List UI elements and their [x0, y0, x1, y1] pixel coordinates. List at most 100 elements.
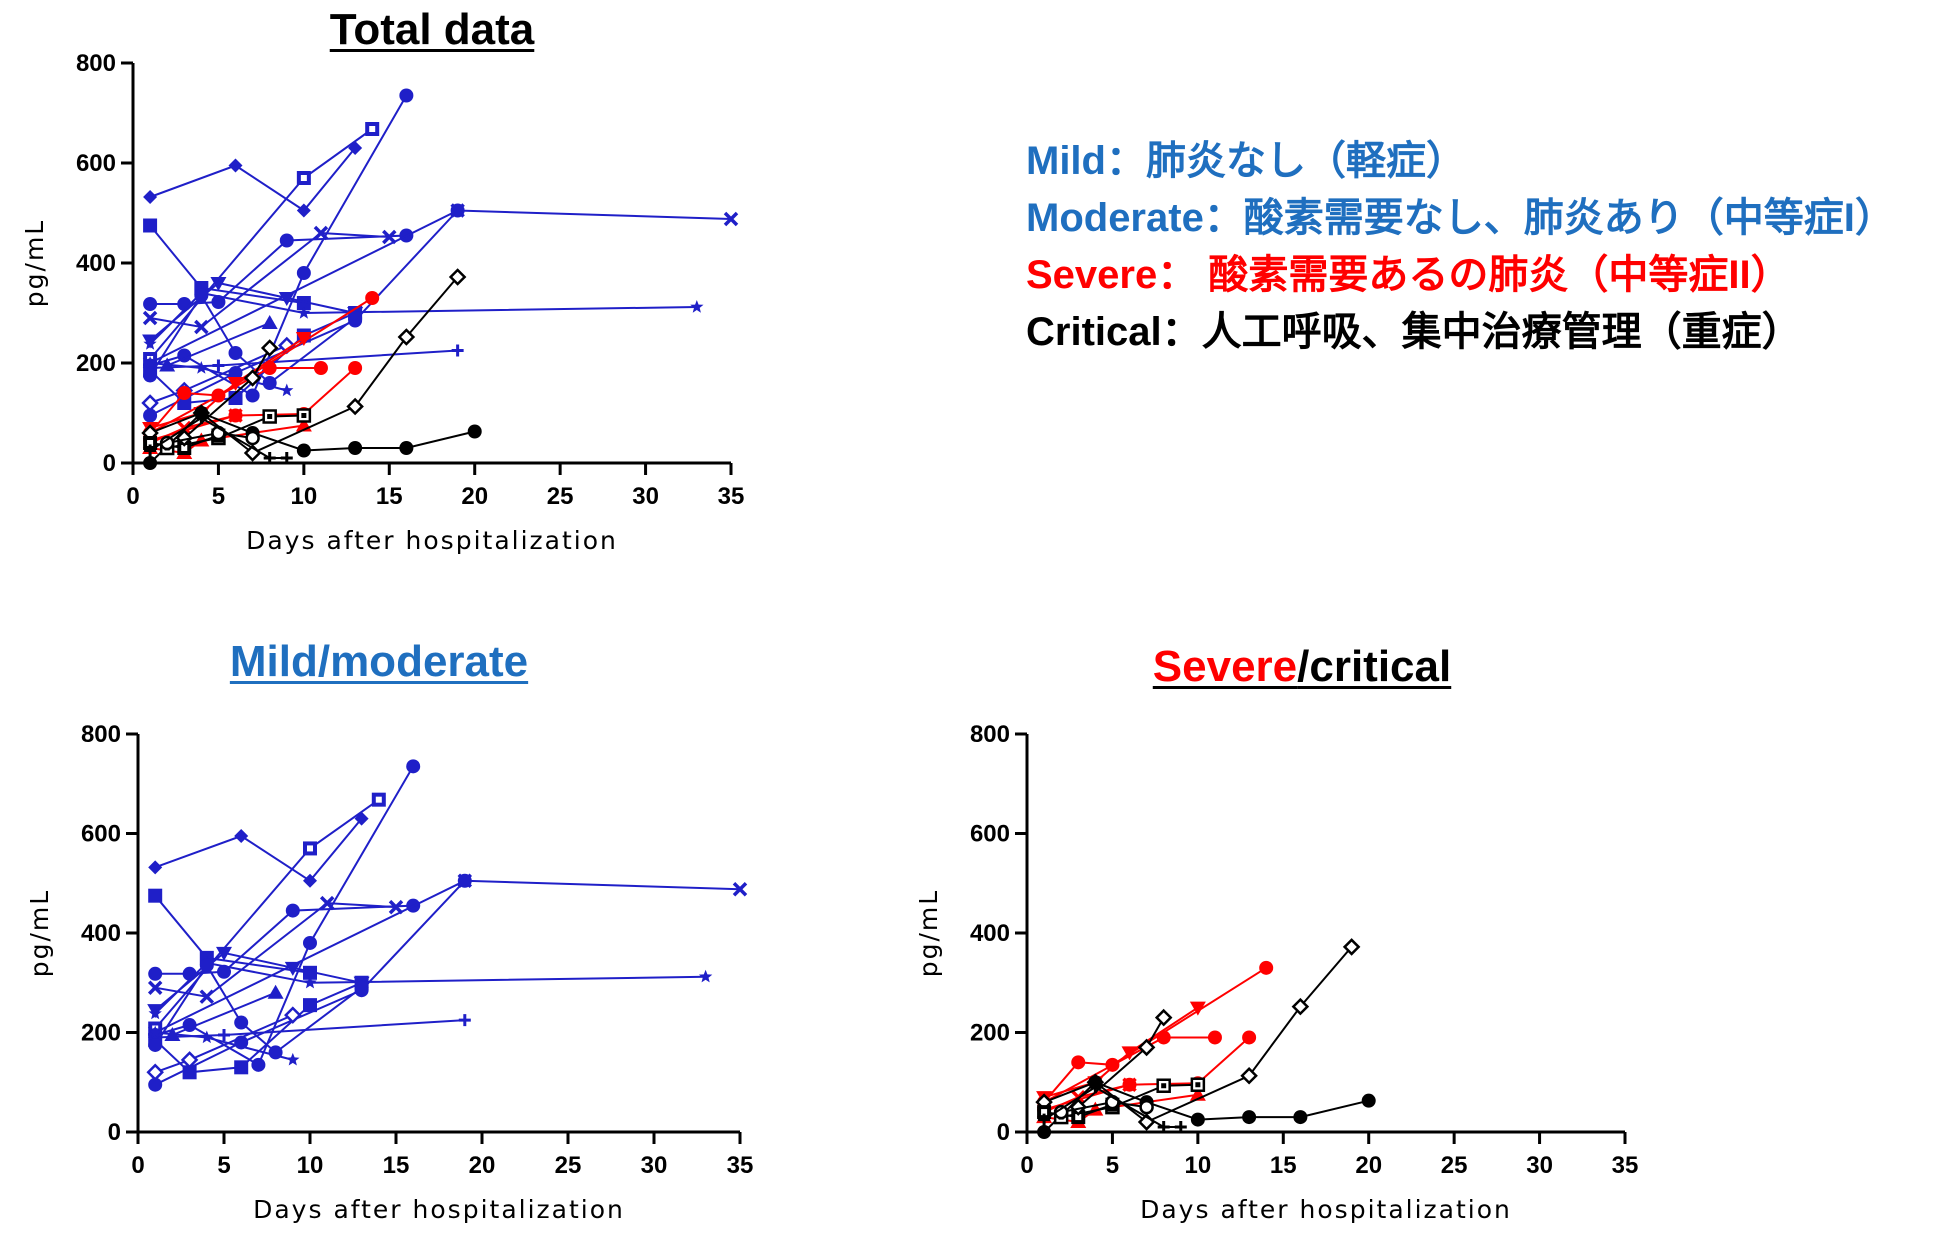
- data-point-inner: [307, 845, 313, 852]
- x-tick-label: 30: [632, 483, 659, 510]
- data-point: [457, 873, 472, 888]
- x-tick-label: 10: [1185, 1152, 1212, 1179]
- series-mild_moderate: [148, 898, 421, 981]
- data-point: [303, 998, 317, 1013]
- x-tick-label: 35: [727, 1152, 754, 1179]
- data-point: [1361, 1093, 1376, 1108]
- series-line: [149, 231, 390, 329]
- x-tick-label: 30: [1526, 1152, 1553, 1179]
- data-point: [1071, 1055, 1086, 1070]
- data-point: [296, 296, 311, 310]
- data-point: [1037, 1125, 1052, 1139]
- series-line: [1043, 1086, 1181, 1128]
- data-point: [348, 361, 363, 375]
- data-point: [1139, 1099, 1154, 1115]
- data-point: [278, 292, 295, 306]
- x-tick-label: 25: [1441, 1152, 1468, 1179]
- data-point: [227, 377, 244, 391]
- title-severe-part: Severe: [1152, 642, 1298, 691]
- y-tick-label: 200: [76, 350, 116, 377]
- data-point: [1137, 1038, 1156, 1057]
- x-tick-label: 20: [469, 1152, 496, 1179]
- data-point: [195, 412, 208, 424]
- data-point-inner: [147, 440, 154, 446]
- data-point: [365, 291, 380, 305]
- x-tick-label: 0: [131, 1152, 144, 1179]
- data-point: [388, 899, 404, 915]
- data-point: [234, 828, 249, 843]
- data-point: [1189, 1001, 1206, 1016]
- data-point: [148, 1006, 162, 1020]
- data-point: [348, 311, 363, 325]
- series-line: [149, 291, 697, 345]
- data-point: [1154, 1008, 1173, 1027]
- y-tick-label: 400: [81, 920, 121, 947]
- data-point: [467, 424, 482, 439]
- series-line: [167, 414, 304, 449]
- series-line: [155, 902, 397, 998]
- data-point: [164, 1026, 181, 1041]
- title-critical-part: /critical: [1297, 642, 1452, 691]
- data-point-inner: [369, 126, 376, 132]
- data-point: [143, 297, 158, 311]
- data-point: [159, 357, 176, 372]
- series-line: [149, 276, 459, 455]
- y-tick-label: 400: [970, 920, 1010, 947]
- data-point: [148, 1037, 163, 1052]
- series-mild_moderate: [143, 141, 363, 218]
- data-point: [723, 211, 739, 227]
- y-axis-label: pg/mL: [20, 219, 49, 307]
- data-point: [143, 408, 158, 423]
- data-point: [698, 969, 713, 983]
- data-point: [263, 452, 276, 464]
- series-mild_moderate: [159, 315, 278, 372]
- data-point: [216, 946, 232, 961]
- data-point: [146, 1063, 164, 1082]
- x-tick-label: 25: [547, 483, 574, 510]
- data-point: [148, 860, 163, 875]
- data-point: [1121, 1046, 1138, 1061]
- data-point: [199, 989, 215, 1004]
- series-mild_moderate: [147, 895, 404, 1004]
- data-point: [267, 984, 284, 999]
- series-line: [149, 337, 305, 429]
- data-point-inner: [1161, 1083, 1167, 1089]
- y-tick-label: 200: [81, 1020, 121, 1047]
- x-tick-label: 10: [291, 483, 318, 510]
- data-point: [458, 1014, 471, 1027]
- data-point: [346, 397, 364, 416]
- series-line: [1043, 946, 1353, 1124]
- series-line: [149, 297, 373, 434]
- data-point: [217, 964, 231, 979]
- data-point: [1291, 997, 1310, 1016]
- data-point: [1242, 1030, 1257, 1045]
- data-point: [142, 310, 158, 326]
- data-point: [279, 233, 294, 248]
- series-severe: [143, 361, 328, 440]
- series-line: [154, 961, 706, 1015]
- data-point: [732, 881, 748, 897]
- y-tick-label: 800: [970, 721, 1010, 748]
- series-line: [155, 904, 414, 975]
- legend-mild: Mild：肺炎なし（軽症）: [1026, 139, 1466, 183]
- data-point-inner: [375, 796, 382, 803]
- data-point-inner: [1075, 1114, 1082, 1121]
- y-tick-label: 400: [76, 250, 116, 277]
- title-total-data: Total data: [329, 5, 535, 54]
- y-tick-label: 0: [997, 1119, 1010, 1146]
- legend-moderate: Moderate：酸素需要なし、肺炎あり（中等症I）: [1026, 196, 1895, 240]
- y-tick-label: 200: [970, 1020, 1010, 1047]
- series-critical: [144, 412, 293, 464]
- data-point: [228, 408, 243, 423]
- data-point: [297, 306, 311, 319]
- data-point-inner: [300, 175, 307, 181]
- data-point: [1293, 1110, 1308, 1125]
- data-point: [1157, 1121, 1170, 1134]
- data-point: [200, 1030, 214, 1044]
- chart-panel-1: 0 200 400 600 800 0 5 10 15 20 25 30 35 Days after ho…: [25, 721, 753, 1224]
- series-line: [149, 281, 356, 342]
- y-tick-label: 800: [81, 721, 121, 748]
- series-line: [154, 880, 466, 1086]
- x-axis-label: Days after hospitalization: [253, 1195, 625, 1224]
- data-point: [1190, 1112, 1205, 1127]
